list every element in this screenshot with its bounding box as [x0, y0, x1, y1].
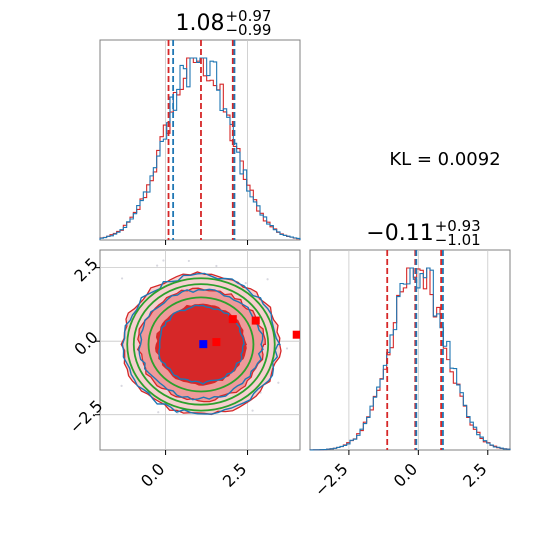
param1-histogram-panel: 1.08 +0.97 −0.99	[99, 7, 301, 245]
param2-xtick-label: 2.5	[459, 459, 490, 490]
scatter-point	[187, 259, 190, 263]
param1-title: 1.08	[176, 11, 225, 36]
param1-title-plus: +0.97	[225, 7, 271, 25]
marker-red	[212, 338, 221, 347]
scatter-point	[80, 327, 82, 329]
joint-contour-panel: 0.0 2.52.50.0−2.5	[66, 249, 301, 491]
param1-hist-blue	[99, 57, 301, 240]
param2-xtick-label: 0.0	[390, 459, 421, 490]
param2-histogram-panel: −2.5 0.0 2.5 −0.11 +0.93 −1.01	[309, 217, 511, 500]
param2-title-minus: −1.01	[435, 231, 481, 249]
scatter-point	[215, 264, 218, 268]
scatter-point	[120, 277, 124, 280]
param1-title-value: 1.08	[176, 11, 225, 36]
marker-red	[292, 330, 300, 339]
joint-ytick-label: 2.5	[70, 254, 101, 285]
param2-title-value: −0.11	[366, 221, 433, 246]
green-contour-0	[126, 277, 276, 412]
scatter-point	[285, 347, 289, 350]
green-contour-2	[147, 296, 255, 393]
joint-xtick-label: 0.0	[137, 459, 168, 490]
scatter-point	[277, 381, 280, 384]
param2-title-plus: +0.93	[435, 217, 481, 235]
kl-annotation: KL = 0.0092	[389, 149, 500, 170]
scatter-point	[157, 411, 160, 414]
param1-title-minus: −0.99	[225, 21, 271, 39]
joint-xtick-label: 2.5	[219, 459, 250, 490]
marker-blue	[199, 340, 208, 349]
scatter-point	[162, 259, 165, 262]
scatter-point	[244, 281, 247, 285]
param2-hist-blue	[309, 267, 511, 451]
param2-title: −0.11	[366, 221, 433, 246]
scatter-point	[251, 409, 254, 412]
blue-contour-0	[121, 272, 282, 415]
joint-ytick-label: 0.0	[70, 328, 101, 359]
marker-red	[228, 315, 237, 324]
marker-red	[251, 316, 260, 325]
scatter-point	[156, 264, 159, 267]
scatter-point	[266, 278, 269, 281]
param1-histogram-frame	[99, 39, 301, 241]
blue-contour-2	[158, 304, 245, 385]
green-contour-1	[132, 283, 270, 406]
scatter-point	[120, 384, 123, 388]
blue-contour-1	[138, 288, 264, 401]
param2-xtick-label: −2.5	[311, 459, 352, 500]
